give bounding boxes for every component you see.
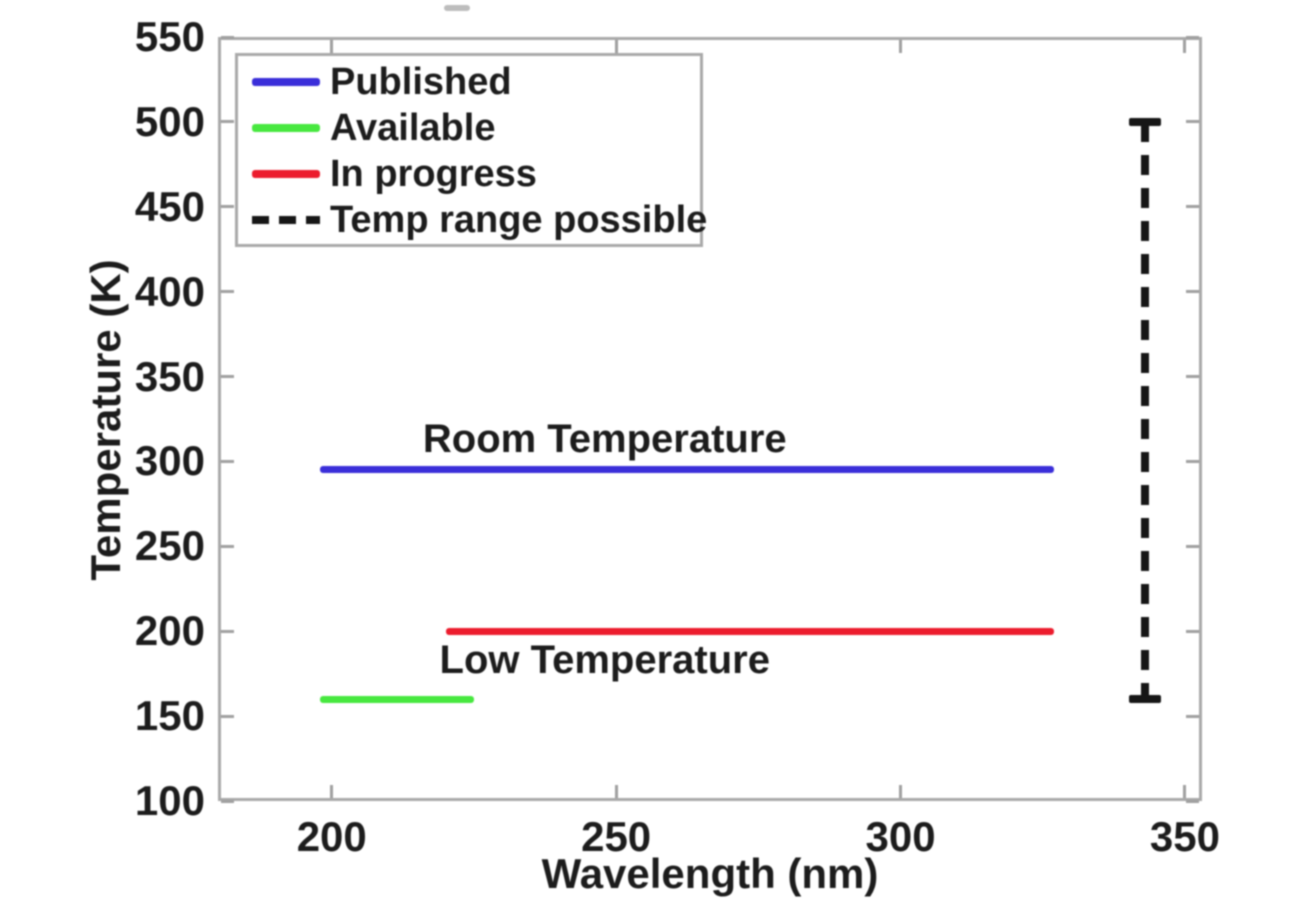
y-tick-left-400	[221, 290, 234, 294]
y-tick-left-200	[221, 629, 234, 633]
annotation-low-temperature: Low Temperature	[439, 638, 770, 683]
x-tick-top-200	[330, 40, 334, 53]
legend-in-progress-line-icon	[252, 170, 320, 178]
y-tick-label-500: 500	[134, 97, 205, 145]
y-tick-right-300	[1186, 459, 1199, 463]
y-tick-right-150	[1186, 714, 1199, 718]
y-tick-right-450	[1186, 205, 1199, 209]
y-tick-right-250	[1186, 544, 1199, 548]
y-tick-label-350: 350	[134, 352, 205, 400]
y-tick-label-150: 150	[134, 692, 205, 740]
series-line-available	[320, 695, 474, 703]
series-line-published	[320, 466, 1055, 474]
legend-temp-range-possible-dashed-line-icon	[252, 216, 320, 224]
y-tick-right-200	[1186, 629, 1199, 633]
x-tick-label-250: 250	[581, 813, 652, 860]
y-tick-left-150	[221, 714, 234, 718]
legend-item-temp-range-possible: Temp range possible	[238, 197, 707, 243]
y-tick-label-250: 250	[134, 522, 205, 570]
x-tick-bottom-200	[330, 785, 334, 798]
legend-label-temp-range-possible: Temp range possible	[330, 198, 708, 241]
x-tick-top-300	[899, 40, 903, 53]
legend-available-line-icon	[252, 124, 320, 132]
legend-label-published: Published	[330, 60, 512, 103]
x-tick-label-300: 300	[865, 813, 936, 860]
top-edge-artifact	[444, 5, 470, 11]
series-cap-top-temp-range-possible	[1129, 117, 1162, 126]
y-tick-label-450: 450	[134, 182, 205, 230]
y-tick-left-350	[221, 375, 234, 379]
legend-label-available: Available	[330, 106, 496, 149]
legend-label-in-progress: In progress	[330, 152, 537, 195]
x-tick-top-250	[614, 40, 618, 53]
y-tick-label-300: 300	[134, 437, 205, 485]
y-tick-label-400: 400	[134, 267, 205, 315]
x-tick-top-350	[1183, 40, 1187, 53]
series-line-temp-range-possible	[1141, 121, 1150, 700]
y-tick-left-300	[221, 459, 234, 463]
plot-area	[218, 37, 1202, 801]
y-tick-right-350	[1186, 375, 1199, 379]
y-tick-label-200: 200	[134, 607, 205, 655]
y-tick-label-100: 100	[134, 777, 205, 824]
legend-published-line-icon	[252, 78, 320, 86]
y-tick-left-550	[221, 35, 234, 39]
annotation-room-temperature: Room Temperature	[422, 417, 787, 462]
legend-item-available: Available	[238, 105, 700, 151]
y-tick-label-550: 550	[134, 13, 205, 60]
x-tick-label-200: 200	[296, 813, 367, 860]
legend-item-in-progress: In progress	[238, 151, 700, 197]
y-tick-left-100	[221, 799, 234, 803]
y-tick-left-500	[221, 120, 234, 124]
x-tick-bottom-350	[1183, 785, 1187, 798]
y-tick-left-450	[221, 205, 234, 209]
y-tick-right-100	[1186, 799, 1199, 803]
y-tick-left-250	[221, 544, 234, 548]
series-line-in-progress	[445, 627, 1055, 635]
x-tick-bottom-300	[899, 785, 903, 798]
y-tick-right-550	[1186, 35, 1199, 39]
x-tick-bottom-250	[614, 785, 618, 798]
y-tick-right-500	[1186, 120, 1199, 124]
x-tick-label-350: 350	[1149, 813, 1220, 860]
x-axis-label: Wavelength (nm)	[541, 850, 879, 897]
y-tick-right-400	[1186, 290, 1199, 294]
legend-item-published: Published	[238, 59, 700, 105]
legend: Published Available In progress Temp range …	[235, 53, 707, 247]
series-cap-bottom-temp-range-possible	[1129, 695, 1162, 704]
